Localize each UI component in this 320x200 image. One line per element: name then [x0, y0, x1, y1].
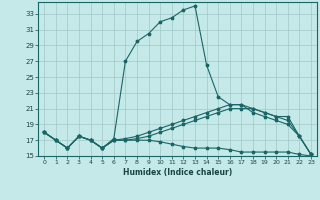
X-axis label: Humidex (Indice chaleur): Humidex (Indice chaleur) [123, 168, 232, 177]
